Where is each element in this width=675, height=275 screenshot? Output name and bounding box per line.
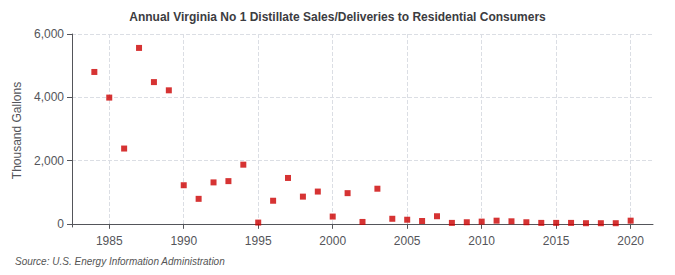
svg-text:2010: 2010 bbox=[468, 234, 495, 248]
svg-text:4,000: 4,000 bbox=[34, 90, 64, 104]
svg-text:1995: 1995 bbox=[245, 234, 272, 248]
svg-text:6,000: 6,000 bbox=[34, 27, 64, 41]
svg-text:2005: 2005 bbox=[394, 234, 421, 248]
svg-text:Annual Virginia No 1 Distillat: Annual Virginia No 1 Distillate Sales/De… bbox=[129, 10, 546, 24]
svg-text:Source: U.S. Energy Informatio: Source: U.S. Energy Information Administ… bbox=[15, 256, 225, 267]
svg-text:2015: 2015 bbox=[543, 234, 570, 248]
svg-text:2,000: 2,000 bbox=[34, 154, 64, 168]
svg-text:2020: 2020 bbox=[617, 234, 644, 248]
svg-text:1990: 1990 bbox=[170, 234, 197, 248]
svg-text:2000: 2000 bbox=[319, 234, 346, 248]
svg-text:0: 0 bbox=[57, 217, 64, 231]
svg-text:Thousand Gallons: Thousand Gallons bbox=[10, 82, 24, 179]
svg-text:1985: 1985 bbox=[96, 234, 123, 248]
